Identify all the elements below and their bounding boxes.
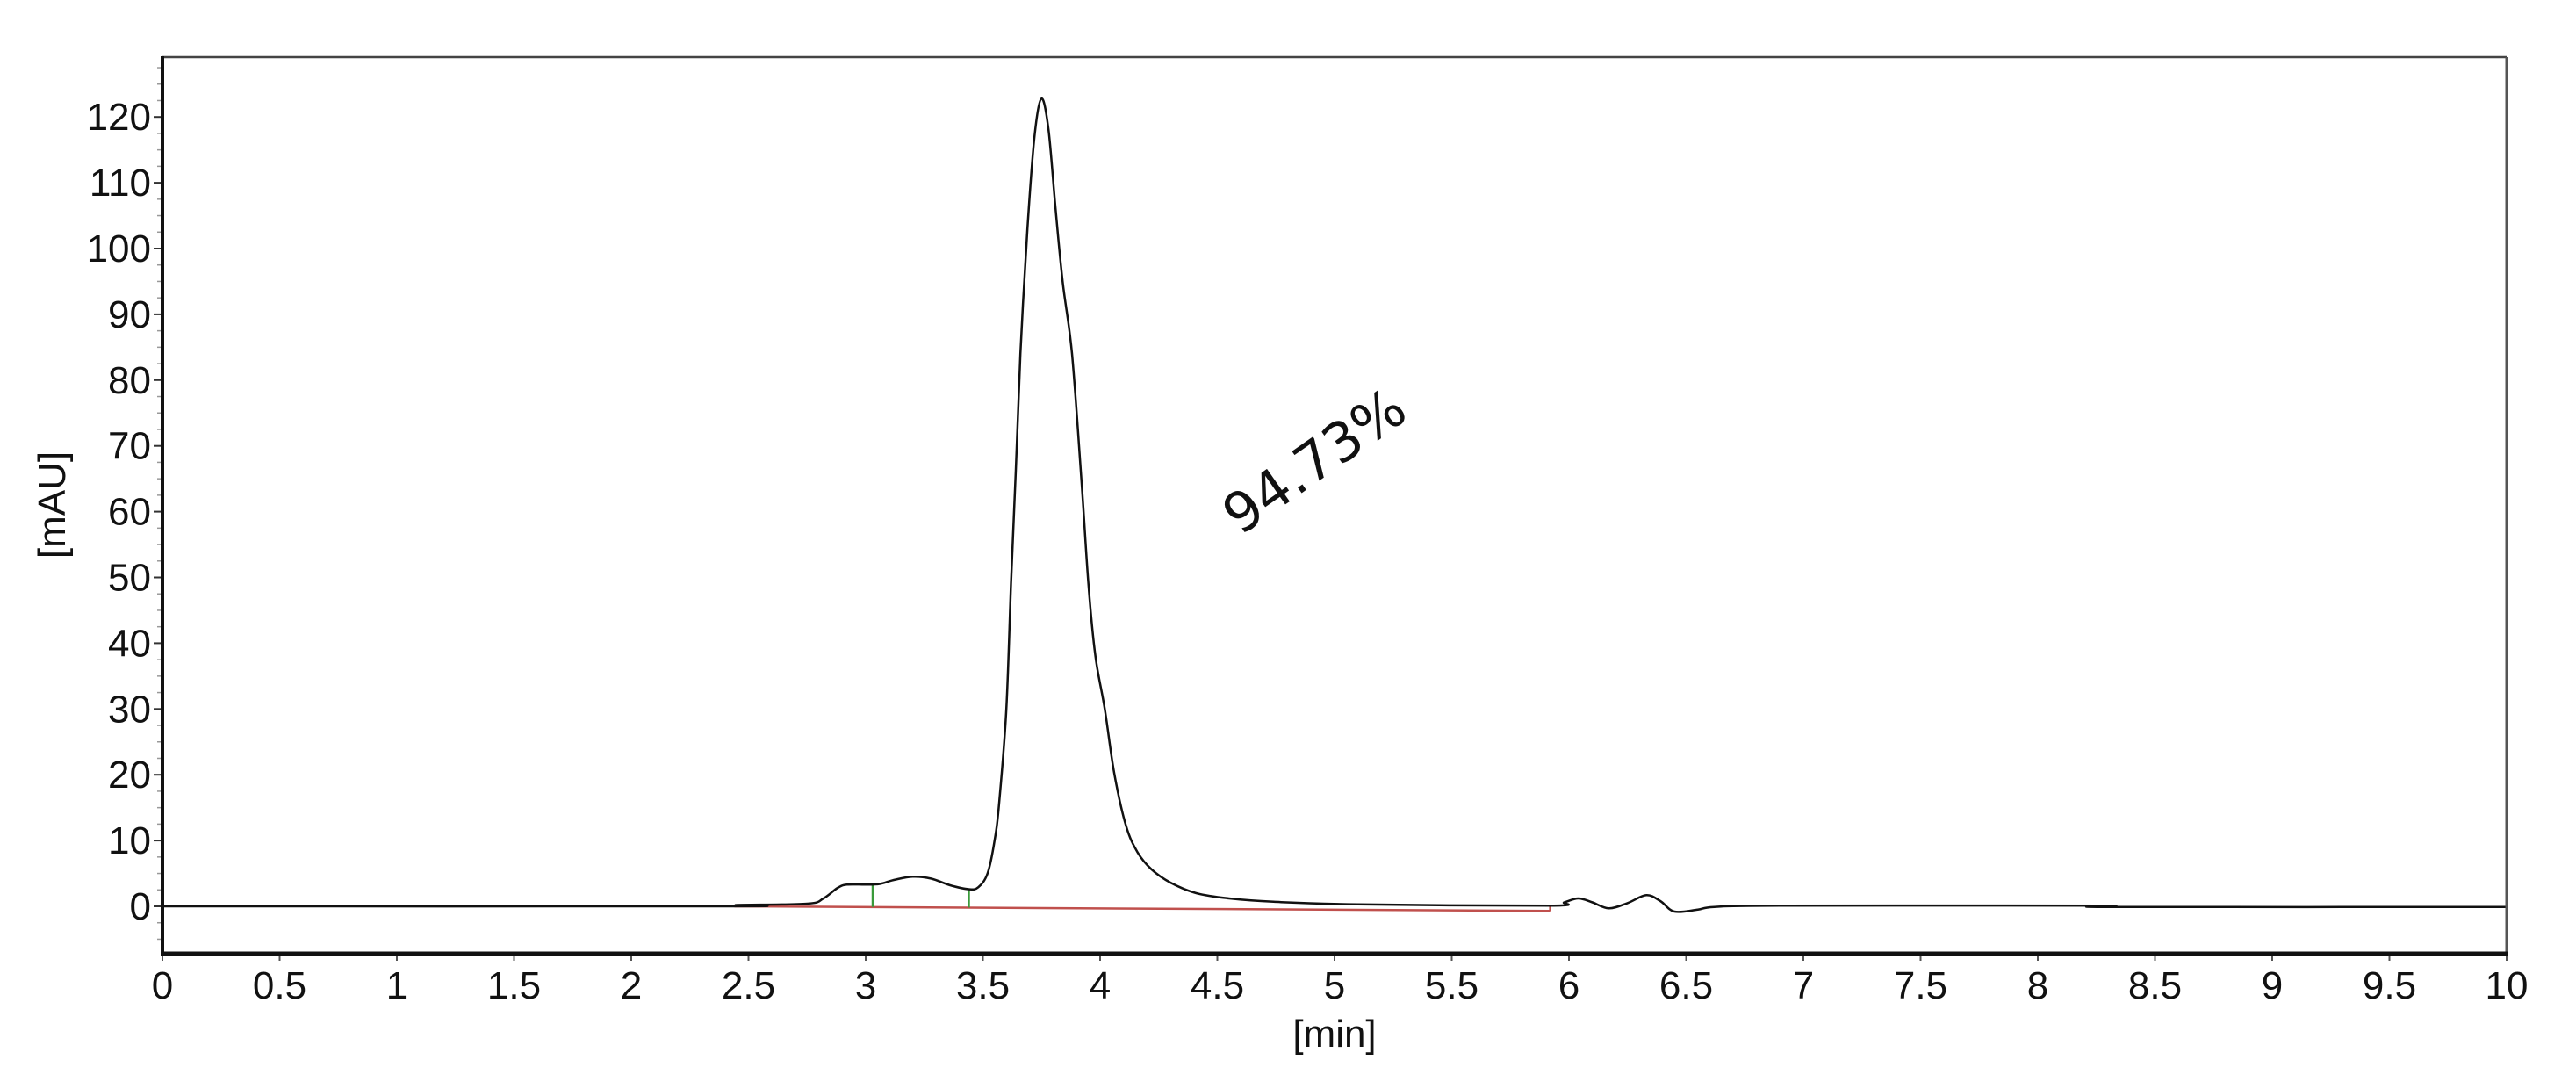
x-tick-label: 1: [386, 964, 407, 1007]
x-tick-label: 7: [1793, 964, 1814, 1007]
x-tick-label: 8: [2027, 964, 2048, 1007]
x-tick-label: 3: [855, 964, 876, 1007]
x-tick-label: 6.5: [1659, 964, 1713, 1007]
x-tick-label: 4.5: [1191, 964, 1244, 1007]
x-tick-label: 10: [2486, 964, 2529, 1007]
y-tick-label: 100: [87, 227, 151, 270]
x-tick-label: 3.5: [956, 964, 1010, 1007]
y-tick-label: 0: [130, 885, 151, 928]
x-tick-label: 9.5: [2363, 964, 2416, 1007]
x-tick-label: 5.5: [1425, 964, 1479, 1007]
y-axis-title: [mAU]: [31, 451, 74, 559]
x-tick-label: 0.5: [253, 964, 306, 1007]
y-tick-label: 10: [108, 819, 151, 862]
x-tick-label: 2.5: [722, 964, 775, 1007]
y-tick-label: 70: [108, 425, 151, 468]
y-tick-label: 60: [108, 491, 151, 534]
x-tick-label: 4: [1090, 964, 1111, 1007]
y-tick-label: 110: [90, 162, 151, 205]
x-tick-label: 7.5: [1894, 964, 1947, 1007]
x-tick-label: 1.5: [487, 964, 541, 1007]
y-tick-label: 120: [87, 96, 151, 139]
y-tick-label: 20: [108, 754, 151, 797]
chromatogram-trace: [162, 97, 2508, 913]
x-tick-label: 9: [2262, 964, 2283, 1007]
y-tick-label: 40: [108, 622, 151, 665]
x-axis-ticks: 0 0.5 1 1.5 2 2.5 3 3.5 4 4.5 5 5.5 6 6.5 7 7.5 8 8.5 9 9.5…: [152, 954, 2529, 1007]
y-tick-label: 50: [108, 557, 151, 600]
x-tick-label: 8.5: [2128, 964, 2182, 1007]
y-tick-label: 80: [108, 359, 151, 402]
x-tick-label: 5: [1324, 964, 1345, 1007]
x-axis-title: [min]: [1292, 1013, 1376, 1056]
y-tick-label: 90: [108, 293, 151, 336]
x-tick-label: 2: [621, 964, 642, 1007]
y-tick-label: 30: [108, 688, 151, 731]
x-tick-label: 6: [1558, 964, 1579, 1007]
integration-baseline: [734, 905, 1551, 912]
plot-area: [162, 97, 2508, 913]
x-tick-label: 0: [152, 964, 173, 1007]
